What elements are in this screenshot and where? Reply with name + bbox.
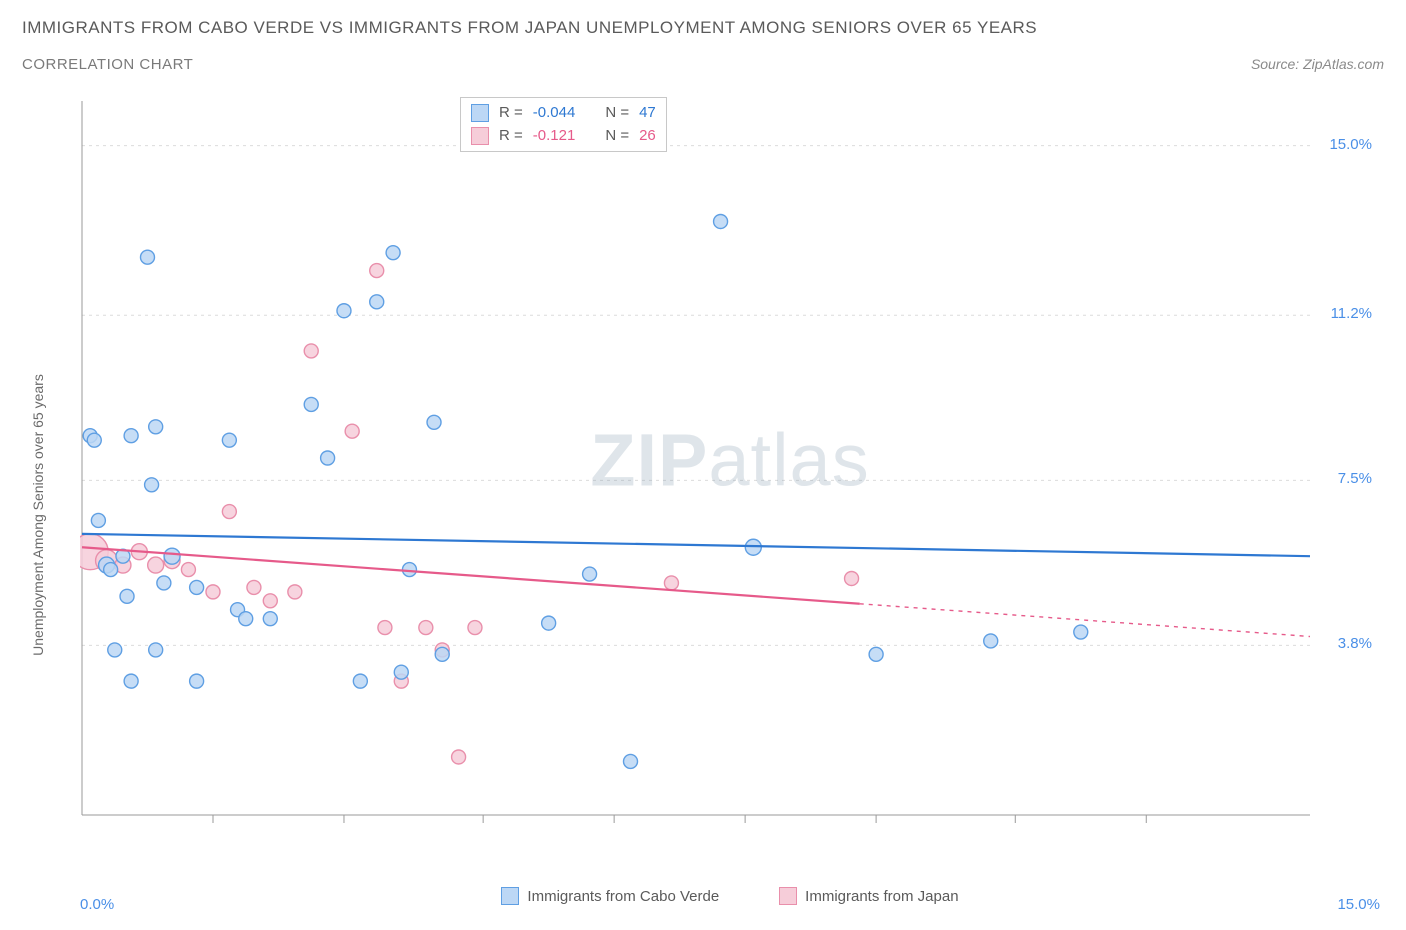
y-axis-label: Unemployment Among Seniors over 65 years: [30, 374, 46, 656]
chart-title: IMMIGRANTS FROM CABO VERDE VS IMMIGRANTS…: [22, 18, 1384, 38]
y-tick-label: 3.8%: [1338, 635, 1372, 652]
swatch-series1: [471, 104, 489, 122]
chart-subtitle: CORRELATION CHART: [22, 56, 193, 73]
correlation-row-series2: R = -0.121 N = 26: [471, 125, 656, 148]
x-axis-min-label: 0.0%: [80, 896, 114, 913]
legend-item-series1: Immigrants from Cabo Verde: [501, 887, 719, 905]
n-value-series1: 47: [639, 102, 656, 125]
series-legend: 0.0% Immigrants from Cabo Verde Immigran…: [80, 887, 1380, 905]
n-value-series2: 26: [639, 125, 656, 148]
y-tick-label: 15.0%: [1329, 136, 1372, 153]
correlation-legend: R = -0.044 N = 47 R = -0.121 N = 26: [460, 97, 667, 152]
y-tick-label: 11.2%: [1331, 305, 1372, 322]
y-tick-label: 7.5%: [1338, 470, 1372, 487]
scatter-plot-svg: [80, 95, 1380, 855]
x-axis-max-label: 15.0%: [1337, 896, 1380, 913]
chart-container: Unemployment Among Seniors over 65 years…: [20, 95, 1390, 905]
legend-item-series2: Immigrants from Japan: [779, 887, 958, 905]
r-value-series1: -0.044: [533, 102, 576, 125]
r-value-series2: -0.121: [533, 125, 576, 148]
legend-swatch-series1: [501, 887, 519, 905]
plot-area: ZIPatlas R = -0.044 N = 47 R = -0.121 N …: [80, 95, 1380, 855]
correlation-row-series1: R = -0.044 N = 47: [471, 102, 656, 125]
legend-swatch-series2: [779, 887, 797, 905]
swatch-series2: [471, 127, 489, 145]
source-attribution: Source: ZipAtlas.com: [1251, 56, 1384, 72]
